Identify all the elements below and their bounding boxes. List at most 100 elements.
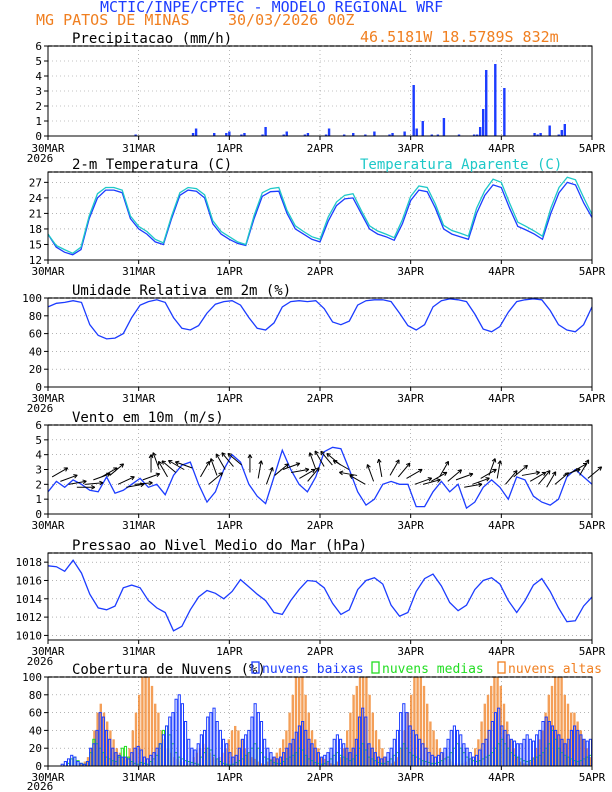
wind-barb [366,464,375,482]
wind-arrowhead [221,452,226,457]
cloud-high-bar [381,748,384,766]
wind-arrowhead [308,452,314,457]
precip-bar [475,134,479,136]
precip-bar [352,133,355,136]
x-tick-label: 31MAR [122,265,155,278]
wind-arrowhead [63,467,69,472]
x-tick-label: 5APR [579,392,606,405]
cloud-low-bar [209,712,213,767]
cloud-low-bar [263,738,267,767]
precip-bar [388,134,391,136]
cloud-high-bar [90,748,93,766]
cloud-high-bar [582,739,586,766]
cloud-low-bar [459,734,463,767]
wind-barb [210,458,218,476]
x-tick-label: 1APR [216,645,243,658]
cloud-high-bar [93,730,96,766]
cloud-high-bar [138,694,141,766]
cloud-high-bar [272,757,275,766]
y-tick-label: 5 [35,55,42,68]
wind-arrowhead [349,474,354,480]
series-line [47,559,593,632]
cloud-high-bar [563,694,566,766]
x-tick-label: 4APR [488,392,515,405]
precip-bar [421,121,424,136]
cloud-high-bar [547,694,550,766]
x-tick-label: 2APR [307,142,334,155]
precip-bar [194,128,198,136]
cloud-low-bar [481,743,485,767]
x-tick-label: 5APR [579,771,606,784]
precip-bar [191,133,195,136]
wind-barb [168,460,185,470]
wind-barb [208,472,223,485]
wind-arrowhead [418,468,423,474]
wind-barb [505,470,518,485]
precip-bar [412,85,415,136]
wind-barb [521,471,540,476]
x-tick-label: 4APR [488,142,515,155]
wind-arrowhead [284,463,289,468]
wind-barb [571,463,588,473]
cloud-low-bar [478,749,482,767]
y-tick-label: 4 [35,70,42,83]
cloud-low-bar [430,754,434,767]
y-tick-label: 12 [29,254,42,267]
wind-barb [546,471,557,488]
wind-arrowhead [209,458,215,463]
wind-arrowhead [478,482,483,488]
wind-arrowhead [304,467,310,473]
x-tick-label: 30MAR [31,392,64,405]
wind-arrowhead [82,479,87,485]
wind-barb [142,473,160,481]
y-tick-label: 80 [29,689,42,702]
x-tick-label: 30MAR [31,142,64,155]
wind-arrowhead [444,460,450,466]
wind-arrowhead [366,464,371,469]
wind-arrowhead [148,454,154,459]
wind-barb [282,462,300,470]
precip-bar [240,134,243,136]
x-tick-label: 2APR [307,265,334,278]
x-tick-label: 30MAR [31,771,64,784]
precip-bar [472,134,476,136]
cloud-high-bar [134,712,138,766]
x-tick-label: 4APR [488,519,515,532]
panel-title: Cobertura de Nuvens (%) [72,662,266,678]
wind-arrowhead [215,453,220,458]
cloud-low-bar [155,747,159,767]
wind-arrowhead [99,480,104,486]
cloud-low-bar [180,703,184,767]
cloud-high-bar [157,712,160,766]
x-tick-label: 5APR [579,645,606,658]
wind-barb [307,467,320,482]
wind-arrowhead [546,470,551,475]
cloud-low-bar [446,738,450,767]
series-line [47,446,593,510]
precip-bar [415,128,418,136]
wind-arrowhead [513,470,518,475]
y-tick-label: 27 [29,176,42,189]
x-tick-label: 3APR [397,645,424,658]
y-tick-label: 1 [35,115,42,128]
cloud-low-bar [449,729,453,767]
panel-title: Umidade Relativa em 2m (%) [72,283,291,299]
panel-title: Pressao ao Nivel Medio do Mar (hPa) [72,538,367,554]
x-tick-label: 1APR [216,142,243,155]
cloud-low-bar [70,754,74,767]
cloud-high-bar [416,677,419,766]
precip-bar [482,109,485,136]
wind-barb [472,477,490,485]
wind-barb [60,474,78,482]
wind-barb [257,460,262,479]
x-tick-label: 31MAR [122,645,155,658]
wind-arrowhead [247,454,253,459]
cloud-low-bar [149,754,153,767]
y-tick-label: 3 [35,464,42,477]
cloud-low-bar [424,747,428,767]
cloud-high-bar [422,685,426,766]
precip-bar [503,88,506,136]
x-tick-label: 4APR [488,771,515,784]
y-tick-label: 0 [35,508,42,521]
